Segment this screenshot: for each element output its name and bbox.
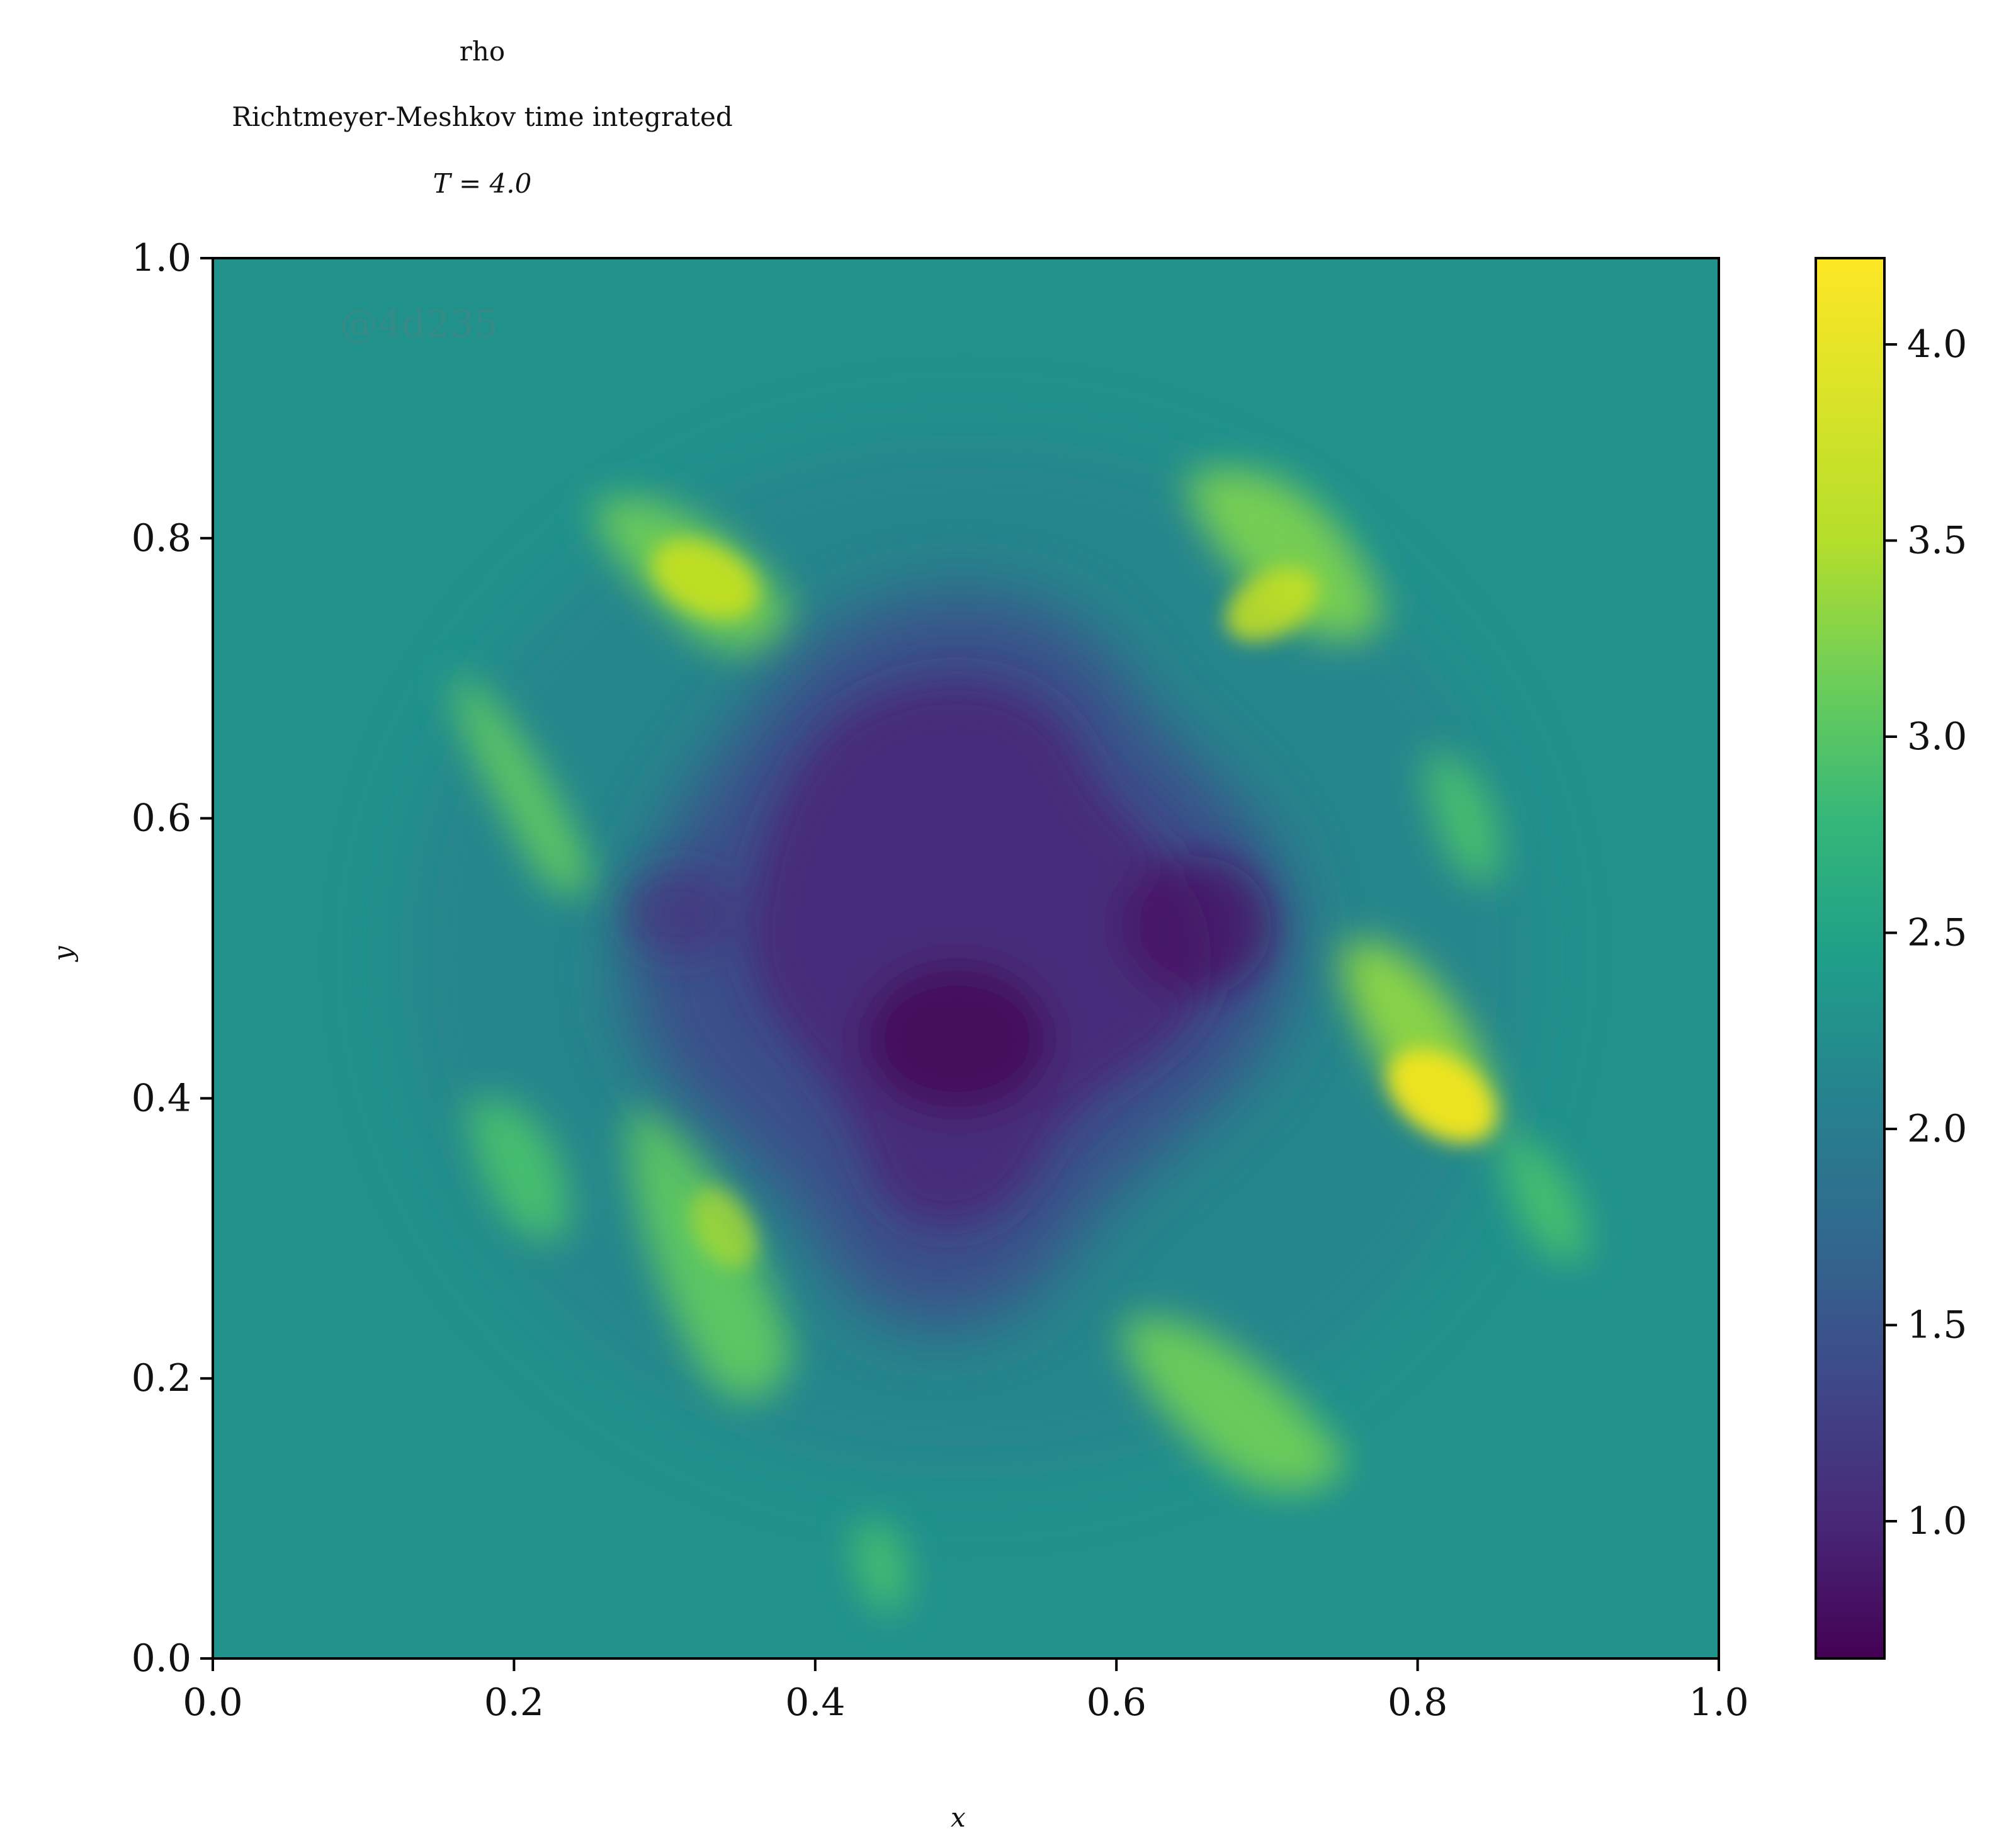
y-tick-label: 1.0 (132, 236, 191, 280)
colorbar-frame (1815, 257, 1886, 1660)
colorbar-tick-label: 2.5 (1907, 911, 1967, 955)
x-tick-label: 0.4 (785, 1681, 845, 1725)
y-tick-label: 0.8 (132, 516, 191, 560)
plot-frame (212, 257, 1720, 1660)
colorbar-tick-label: 1.0 (1907, 1499, 1967, 1543)
x-tick-label: 0.0 (183, 1681, 242, 1725)
chart-title-line-3: T = 4.0 (433, 168, 532, 199)
x-tick-label: 0.8 (1388, 1681, 1447, 1725)
heatmap-field (213, 258, 1719, 1658)
x-axis-label: x (951, 1802, 966, 1833)
x-tick-label: 0.2 (484, 1681, 544, 1725)
y-tick-label: 0.4 (132, 1076, 191, 1120)
watermark-text: @4d235 (340, 302, 498, 346)
y-axis-label: y (47, 946, 79, 961)
chart-title-line-2: Richtmeyer-Meshkov time integrated (232, 101, 733, 132)
y-tick-label: 0.6 (132, 796, 191, 841)
x-tick-label: 0.6 (1086, 1681, 1146, 1725)
colorbar-tick-label: 2.0 (1907, 1107, 1967, 1151)
x-tick-label: 1.0 (1689, 1681, 1748, 1725)
y-tick-label: 0.0 (132, 1636, 191, 1681)
colorbar (1816, 258, 1884, 1658)
chart-title-line-1: rho (459, 36, 506, 67)
colorbar-tick-label: 3.5 (1907, 519, 1967, 563)
colorbar-tick-label: 3.0 (1907, 715, 1967, 759)
colorbar-tick-label: 4.0 (1907, 322, 1967, 366)
colorbar-tick-label: 1.5 (1907, 1303, 1967, 1347)
y-tick-label: 0.2 (132, 1356, 191, 1400)
